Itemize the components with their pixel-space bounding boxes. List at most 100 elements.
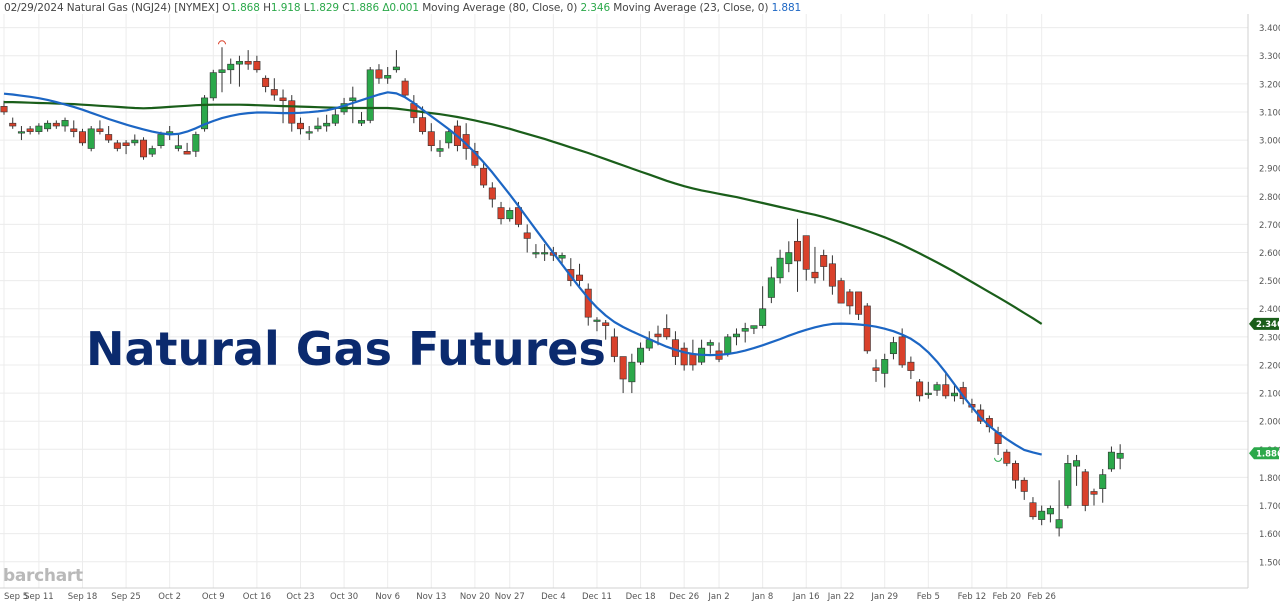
- header-close-label: C: [342, 2, 350, 14]
- candle-down: [279, 97, 287, 102]
- candle-down: [654, 333, 662, 338]
- header-ma23-label: Moving Average (23, Close, 0): [613, 2, 769, 14]
- candle-up: [209, 72, 217, 99]
- last-price-badge-label: 1.886: [1256, 449, 1280, 459]
- candle-down: [488, 187, 496, 200]
- x-tick-label: Nov 6: [375, 592, 400, 602]
- y-tick-label: 2.000: [1259, 418, 1280, 428]
- candle-down: [183, 151, 191, 155]
- low-marker: [994, 457, 1003, 462]
- x-tick-label: Feb 5: [917, 592, 940, 602]
- candle-down: [855, 291, 863, 315]
- x-tick-label: Jan 2: [707, 592, 729, 602]
- header-open-label: O: [222, 2, 231, 14]
- candle-up: [724, 336, 732, 355]
- candle-up: [1073, 460, 1081, 467]
- candle-up: [201, 97, 209, 130]
- x-tick-label: Oct 9: [202, 592, 225, 602]
- candle-down: [916, 381, 924, 397]
- candle-down: [794, 240, 802, 262]
- candle-up: [61, 120, 69, 127]
- candle-down: [802, 235, 810, 270]
- candle-down: [70, 128, 78, 132]
- candle-up: [35, 125, 43, 132]
- candle-down: [602, 322, 610, 326]
- header-open: 1.868: [230, 2, 260, 14]
- candle-up: [924, 392, 932, 395]
- candle-up: [732, 333, 740, 338]
- header-ma80-label: Moving Average (80, Close, 0): [422, 2, 578, 14]
- x-tick-label: Feb 12: [958, 592, 987, 602]
- candle-up: [349, 97, 357, 102]
- header-change: 0.001: [389, 2, 419, 14]
- ma80-badge-label: 2.346: [1256, 320, 1280, 330]
- candle-up: [950, 392, 958, 397]
- x-tick-label: Oct 30: [330, 592, 358, 602]
- candle-down: [9, 122, 17, 127]
- candle-down: [1020, 479, 1028, 492]
- x-tick-label: Jan 16: [792, 592, 820, 602]
- candle-up: [1116, 452, 1124, 459]
- candle-down: [113, 142, 121, 149]
- header-symbol: Natural Gas (NGJ24) [NYMEX]: [66, 2, 219, 14]
- x-tick-label: Nov 27: [495, 592, 525, 602]
- candle-up: [506, 210, 514, 220]
- chart-header: 02/29/2024 Natural Gas (NGJ24) [NYMEX] O…: [4, 2, 801, 14]
- candle-down: [105, 134, 113, 141]
- candle-down: [140, 139, 148, 158]
- y-tick-label: 2.600: [1259, 249, 1280, 259]
- header-ma23-value: 1.881: [771, 2, 802, 14]
- candle-up: [1038, 510, 1046, 520]
- y-tick-label: 2.200: [1259, 361, 1280, 371]
- candle-down: [1029, 502, 1037, 518]
- candle-down: [52, 122, 60, 127]
- candle-up: [637, 347, 645, 363]
- candle-up: [384, 75, 392, 79]
- candle-up: [628, 361, 636, 383]
- candle-down: [898, 336, 906, 366]
- candle-down: [253, 61, 261, 71]
- candle-down: [401, 80, 409, 96]
- candle-down: [846, 291, 854, 307]
- candle-up: [785, 252, 793, 265]
- x-tick-label: Feb 26: [1027, 592, 1056, 602]
- y-tick-label: 3.000: [1259, 137, 1280, 147]
- candle-down: [497, 207, 505, 220]
- candle-up: [192, 134, 200, 152]
- y-tick-label: 2.300: [1259, 333, 1280, 343]
- candle-down: [244, 61, 252, 65]
- candle-up: [227, 63, 235, 71]
- candle-up: [541, 252, 549, 255]
- barchart-logo: barchart: [3, 566, 83, 586]
- candle-up: [593, 319, 601, 322]
- candle-down: [863, 305, 871, 352]
- candle-up: [889, 342, 897, 355]
- x-tick-label: Oct 16: [243, 592, 271, 602]
- x-tick-label: Oct 2: [158, 592, 181, 602]
- candle-up: [131, 139, 139, 144]
- candle-down: [1003, 451, 1011, 464]
- candle-up: [392, 66, 400, 71]
- y-tick-label: 2.700: [1259, 221, 1280, 231]
- candle-up: [174, 145, 182, 149]
- candle-down: [427, 131, 435, 146]
- candle-down: [78, 131, 86, 144]
- candle-up: [558, 255, 566, 259]
- candle-up: [706, 342, 714, 346]
- x-tick-label: Nov 13: [416, 592, 446, 602]
- high-marker: [218, 40, 226, 45]
- y-tick-label: 1.500: [1259, 558, 1280, 568]
- x-tick-label: Sep 11: [24, 592, 54, 602]
- y-tick-label: 1.600: [1259, 530, 1280, 540]
- header-change-label: Δ: [382, 2, 390, 14]
- candle-down: [584, 288, 592, 318]
- candle-up: [776, 257, 784, 279]
- y-tick-label: 2.800: [1259, 193, 1280, 203]
- candle-down: [375, 69, 383, 79]
- candle-up: [157, 134, 165, 146]
- candle-down: [296, 122, 304, 130]
- candle-down: [663, 328, 671, 338]
- candle-up: [759, 308, 767, 326]
